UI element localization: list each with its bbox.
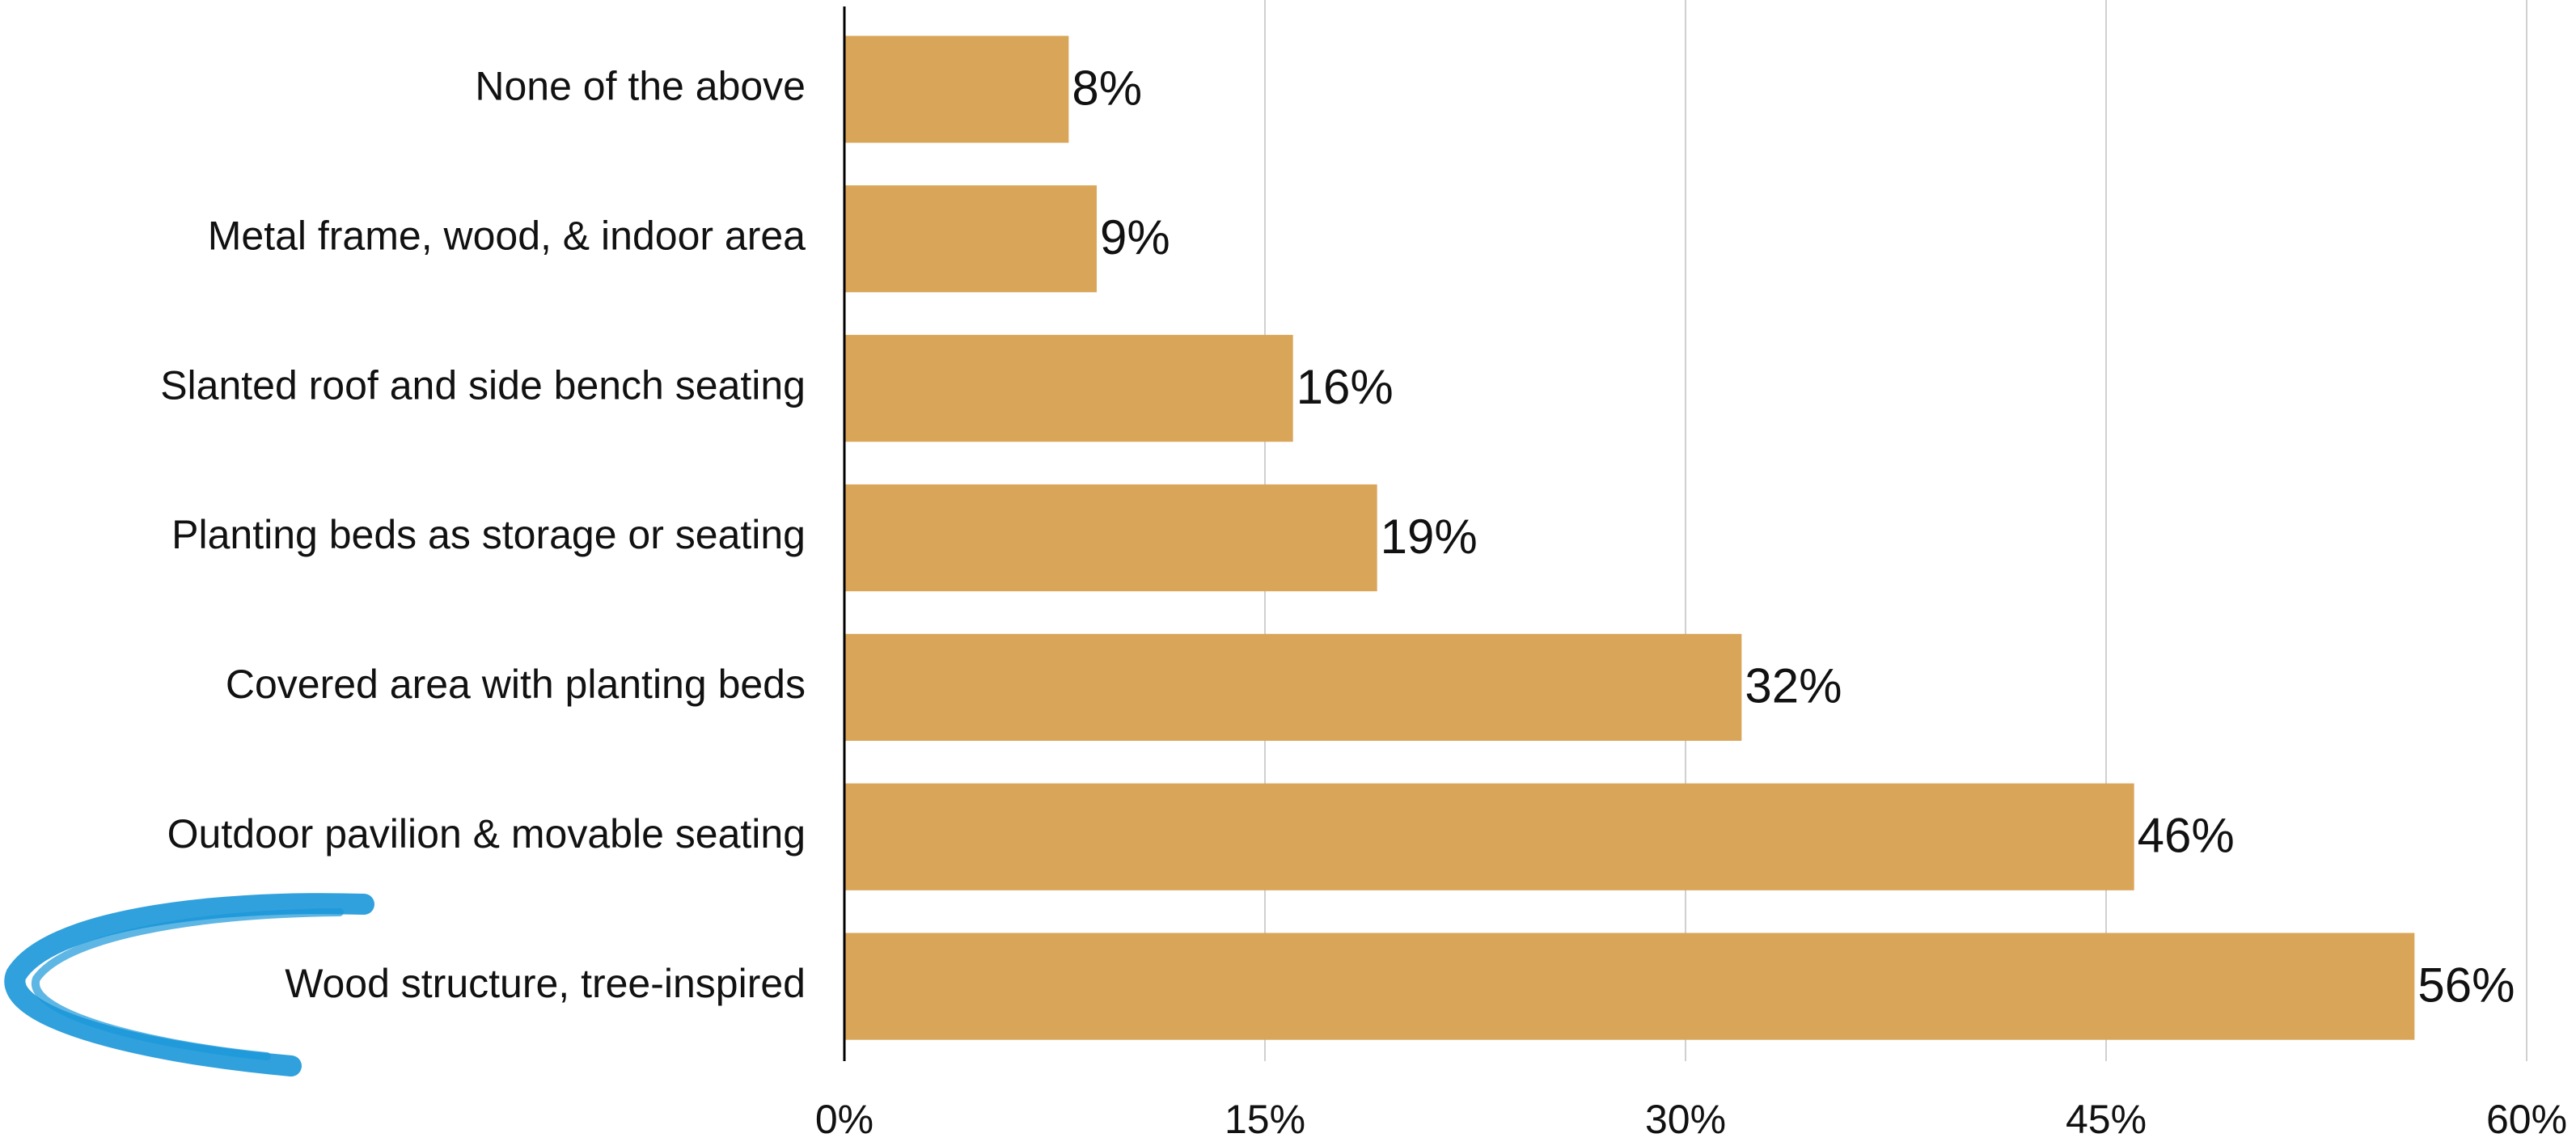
y-tick-label: Slanted roof and side bench seating [160, 362, 806, 408]
y-tick-label: None of the above [475, 64, 806, 109]
y-tick-label: Wood structure, tree-inspired [285, 961, 806, 1006]
value-label: 32% [1745, 659, 1842, 713]
value-label: 19% [1381, 510, 1478, 564]
y-tick-label: Planting beds as storage or seating [171, 512, 806, 557]
y-tick-label: Metal frame, wood, & indoor area [208, 213, 806, 258]
bar [844, 185, 1097, 293]
bar [844, 933, 2415, 1040]
x-tick-label: 60% [2486, 1097, 2567, 1142]
value-label: 9% [1100, 210, 1170, 264]
y-tick-label: Outdoor pavilion & movable seating [167, 811, 806, 856]
x-tick-label: 45% [2066, 1097, 2147, 1142]
bar [844, 783, 2134, 890]
brush-swoosh [4, 893, 374, 1076]
x-tick-label: 30% [1645, 1097, 1726, 1142]
value-label: 56% [2417, 958, 2515, 1012]
bar [844, 36, 1069, 143]
y-tick-label: Covered area with planting beds [226, 662, 806, 707]
x-tick-label: 0% [815, 1097, 873, 1142]
value-label: 8% [1072, 61, 1142, 115]
x-tick-label: 15% [1225, 1097, 1305, 1142]
bar [844, 335, 1293, 442]
bar [844, 484, 1377, 592]
value-label: 16% [1296, 360, 1394, 414]
value-label: 46% [2138, 809, 2235, 863]
bar [844, 633, 1742, 741]
